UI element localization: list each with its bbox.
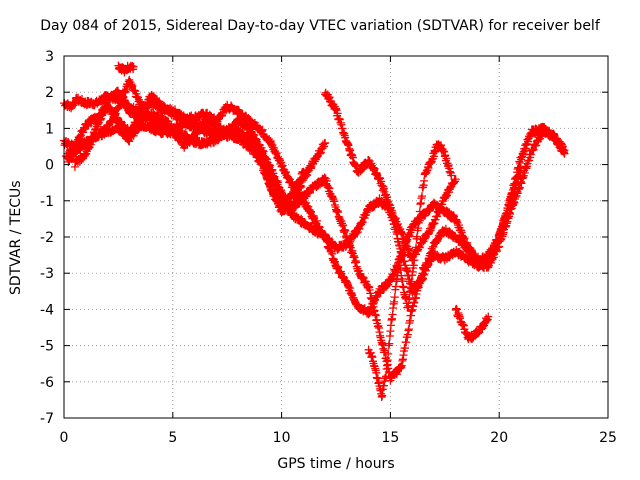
x-tick-label: 20 bbox=[490, 430, 508, 446]
series-7-markers bbox=[321, 88, 460, 265]
x-tick-label: 5 bbox=[168, 430, 177, 446]
x-tick-label: 10 bbox=[273, 430, 291, 446]
y-axis-label: SDTVAR / TECUs bbox=[8, 179, 24, 295]
y-tick-label: -5 bbox=[40, 339, 54, 355]
y-tick-label: 3 bbox=[45, 49, 54, 65]
y-tick-label: -6 bbox=[40, 375, 54, 391]
series-8-markers bbox=[451, 304, 493, 344]
x-tick-label: 15 bbox=[381, 430, 399, 446]
y-tick-label: -7 bbox=[40, 411, 54, 427]
series-9-markers bbox=[114, 61, 138, 77]
series-7 bbox=[321, 88, 460, 265]
series-5 bbox=[70, 86, 308, 212]
series-8 bbox=[451, 304, 493, 344]
x-tick-label: 0 bbox=[60, 430, 69, 446]
y-tick-label: 0 bbox=[45, 158, 54, 174]
series-5-markers bbox=[70, 86, 308, 212]
x-axis-label: GPS time / hours bbox=[277, 456, 395, 472]
series-9 bbox=[114, 61, 138, 77]
y-tick-label: 2 bbox=[45, 85, 54, 101]
y-tick-label: -2 bbox=[40, 230, 54, 246]
y-tick-label: 1 bbox=[45, 121, 54, 137]
y-tick-label: -1 bbox=[40, 194, 54, 210]
chart-title: Day 084 of 2015, Sidereal Day-to-day VTE… bbox=[40, 18, 600, 34]
axis-ticks: 0 5 10 15 20 25 -7 -6 -5 -4 -3 -2 -1 0 1 2 3 bbox=[40, 49, 617, 446]
y-tick-label: -4 bbox=[40, 302, 54, 318]
data-points bbox=[60, 61, 569, 401]
x-tick-label: 25 bbox=[599, 430, 617, 446]
y-tick-label: -3 bbox=[40, 266, 54, 282]
